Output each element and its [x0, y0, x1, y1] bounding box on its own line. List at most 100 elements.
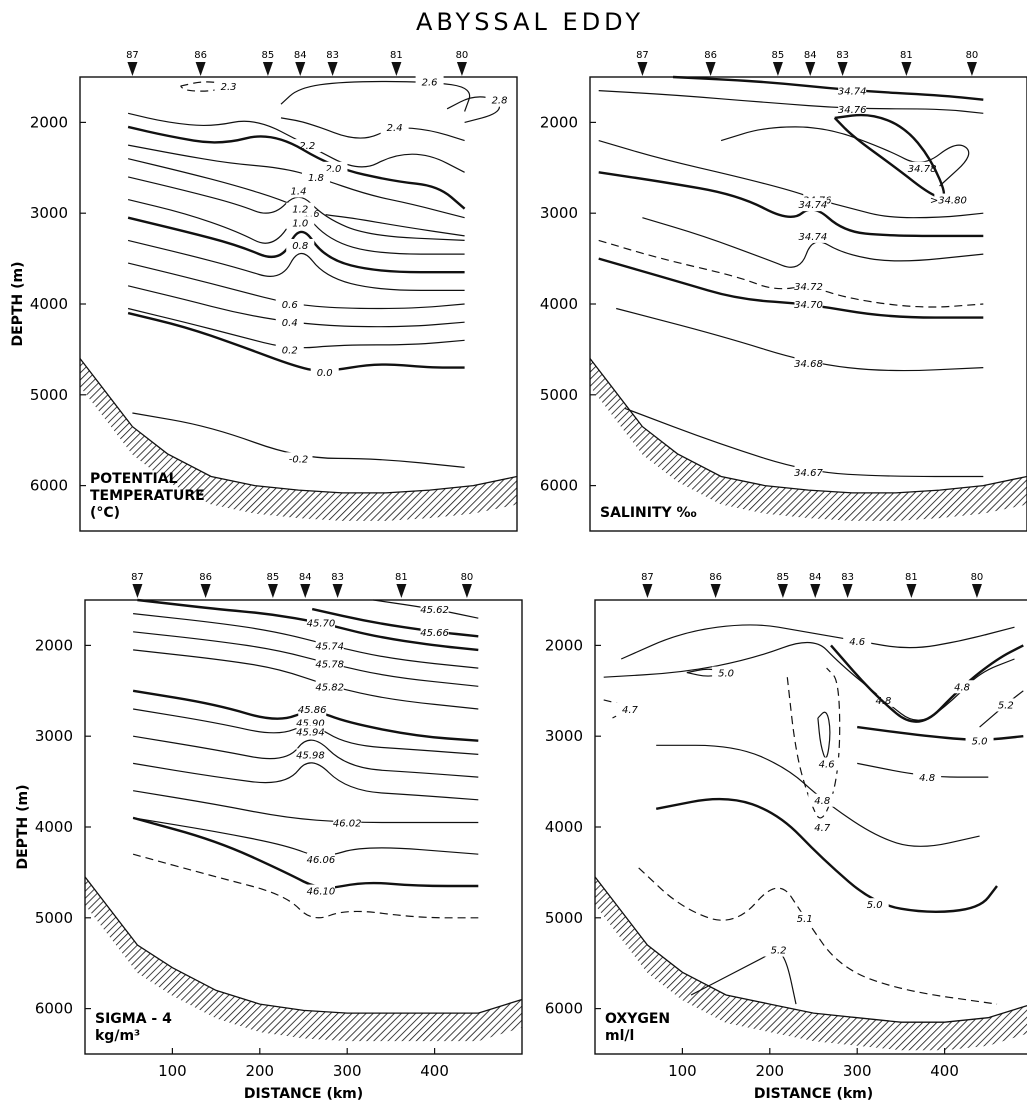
contour-line	[127, 311, 465, 372]
y-tick-label: 4000	[30, 295, 68, 313]
contour-line	[127, 262, 465, 310]
panel-label: SALINITY ‰	[600, 505, 697, 521]
station-marker	[971, 584, 982, 598]
contour-label: 45.82	[315, 682, 344, 693]
contour-label-bg	[310, 366, 339, 380]
x-tick-label: 400	[420, 1062, 449, 1080]
contour-label: 34.74	[838, 87, 867, 98]
station-label: 84	[294, 50, 307, 61]
contour-line	[672, 75, 984, 101]
station-label: 83	[836, 50, 849, 61]
contour-line	[137, 598, 479, 652]
y-tick-label: 5000	[35, 909, 73, 927]
contour-line	[127, 216, 465, 274]
x-axis-label: DISTANCE (km)	[754, 1086, 873, 1100]
station-label: 86	[194, 50, 207, 61]
station-label: 83	[331, 572, 344, 583]
contour-line	[127, 112, 465, 173]
contour-line	[133, 790, 479, 824]
contour-line	[638, 867, 998, 1005]
panel-label: POTENTIAL	[90, 471, 178, 487]
station-marker	[132, 584, 143, 598]
contour-label-bg	[913, 771, 942, 785]
seafloor-line	[589, 358, 1027, 494]
contour-line	[127, 125, 466, 210]
contour-label-bg	[485, 93, 514, 107]
contour-label-bg	[794, 465, 823, 479]
station-label: 85	[772, 50, 785, 61]
station-marker	[295, 62, 306, 76]
contour-label-bg	[315, 639, 344, 653]
station-marker	[901, 62, 912, 76]
contour-label: 34.76	[838, 105, 867, 116]
station-marker	[777, 584, 788, 598]
contour-label: 45.90	[296, 719, 325, 730]
y-tick-label: 5000	[540, 386, 578, 404]
contour-line	[603, 641, 1015, 721]
contour-label-bg	[808, 793, 837, 807]
contour-label: 4.8	[919, 773, 935, 784]
y-tick-label: 4000	[540, 295, 578, 313]
contour-label-bg	[420, 603, 449, 617]
station-marker	[837, 62, 848, 76]
contour-label: -0.2	[289, 454, 309, 465]
contour-label-bg	[286, 216, 315, 230]
contour-label: 5.0	[718, 669, 734, 680]
y-tick-label: 5000	[30, 386, 68, 404]
station-label: 81	[390, 50, 403, 61]
contour-line	[833, 113, 946, 199]
contour-label-bg	[298, 702, 327, 716]
contour-line	[598, 239, 984, 308]
contour-line	[133, 817, 479, 856]
contour-line	[127, 239, 465, 291]
y-tick-label: 6000	[540, 477, 578, 495]
station-label: 86	[709, 572, 722, 583]
contour-label-bg	[286, 202, 315, 216]
station-marker	[772, 62, 783, 76]
station-marker	[810, 584, 821, 598]
y-tick-label: 2000	[540, 113, 578, 131]
contour-label: 1.4	[291, 187, 307, 198]
contour-label: 0.4	[282, 318, 298, 329]
x-tick-label: 400	[930, 1062, 959, 1080]
contour-label-bg	[315, 680, 344, 694]
contour-label: 34.72	[794, 282, 823, 293]
contour-label: 46.10	[307, 887, 336, 898]
contour-line	[132, 412, 465, 468]
x-tick-label: 200	[245, 1062, 274, 1080]
contour-label-bg	[812, 757, 841, 771]
x-tick-label: 100	[668, 1062, 697, 1080]
station-marker	[262, 62, 273, 76]
contour-label: 2.0	[326, 164, 342, 175]
contour-label-bg	[275, 343, 304, 357]
x-tick-label: 300	[843, 1062, 872, 1080]
contour-line	[655, 797, 998, 913]
contour-label: 34.74	[799, 200, 828, 211]
contour-line	[830, 644, 1024, 723]
seafloor-line	[84, 876, 523, 1014]
contour-label: 34.74	[799, 232, 828, 243]
station-label: 81	[395, 572, 408, 583]
contour-label-bg	[794, 357, 823, 371]
x-tick-label: 100	[158, 1062, 187, 1080]
contour-label: 4.6	[819, 759, 835, 770]
contour-label: 0.6	[282, 300, 298, 311]
contour-line	[127, 307, 465, 349]
contour-line	[127, 285, 465, 328]
contour-line	[857, 725, 1024, 741]
station-label: 80	[461, 572, 474, 583]
contour-label-bg	[794, 279, 823, 293]
contour-label: 46.06	[307, 855, 336, 866]
station-label: 80	[971, 572, 984, 583]
station-marker	[200, 584, 211, 598]
station-marker	[396, 584, 407, 598]
contour-label: 46.02	[333, 818, 362, 829]
contour-label-bg	[306, 884, 335, 898]
contour-label-bg	[908, 161, 937, 175]
station-marker	[461, 584, 472, 598]
panel-2: 2000 3000 4000 5000 6000 100 200 300 400 DEPTH (m…	[15, 572, 523, 1100]
contour-line	[133, 649, 479, 710]
contour-label: 45.70	[307, 619, 336, 630]
contour-label-bg	[275, 316, 304, 330]
